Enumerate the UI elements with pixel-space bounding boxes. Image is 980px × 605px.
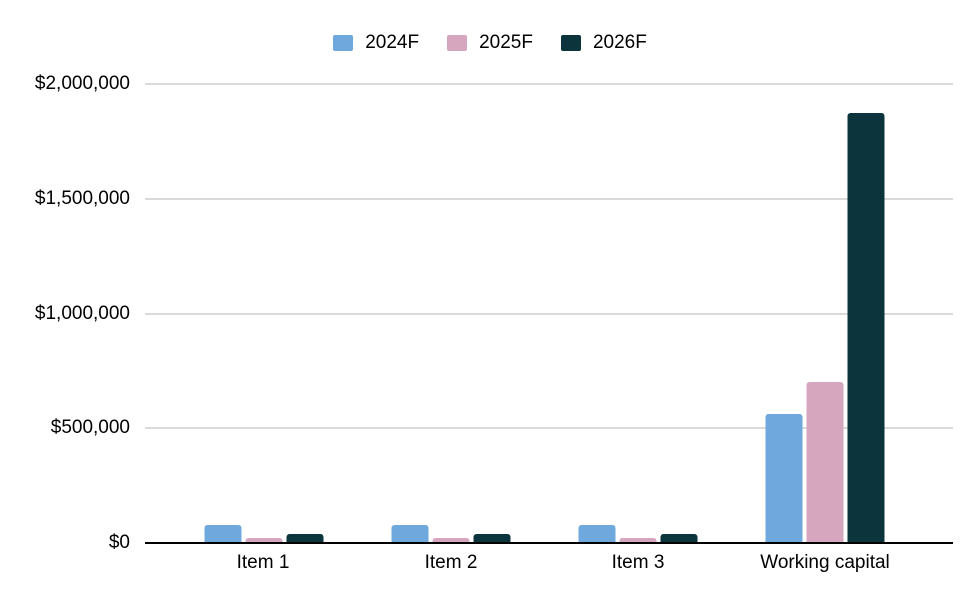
bar-2026f-item-3 xyxy=(660,533,698,543)
plot-area xyxy=(145,83,953,544)
gridline xyxy=(145,83,953,85)
chart-legend: 2024F 2025F 2026F xyxy=(0,33,980,53)
legend-swatch-2025f xyxy=(447,35,468,51)
bar-2025f-working-capital xyxy=(806,382,844,543)
gridline xyxy=(145,427,953,430)
bar-2024f-item-3 xyxy=(578,524,616,543)
x-axis-category-label: Working capital xyxy=(760,552,890,573)
legend-item-2024f: 2024F xyxy=(333,33,419,53)
y-axis-tick-label: $1,000,000 xyxy=(34,303,130,324)
gridline xyxy=(145,197,953,200)
y-axis-tick-label: $1,500,000 xyxy=(34,188,130,209)
bar-group-item-2 xyxy=(391,84,511,543)
x-axis-line xyxy=(145,542,953,544)
y-axis-tick-label: $2,000,000 xyxy=(34,73,130,94)
y-axis-tick-label: $500,000 xyxy=(50,417,130,438)
bar-2024f-item-1 xyxy=(204,524,241,543)
legend-swatch-2024f xyxy=(333,35,354,51)
x-axis-category-label: Item 3 xyxy=(611,552,665,573)
legend-label-2024f: 2024F xyxy=(365,32,420,53)
legend-label-2026f: 2026F xyxy=(592,32,647,53)
bar-2026f-working-capital xyxy=(847,112,885,543)
legend-item-2025f: 2025F xyxy=(447,33,533,53)
gridline xyxy=(145,312,953,315)
x-axis-category-label: Item 2 xyxy=(424,552,478,573)
bar-2024f-item-2 xyxy=(391,524,429,543)
legend-item-2026f: 2026F xyxy=(560,32,647,53)
bar-2025f-item-3 xyxy=(619,538,657,543)
legend-swatch-2026f xyxy=(560,35,581,51)
y-axis-tick-label: $0 xyxy=(108,532,130,553)
legend-label-2025f: 2025F xyxy=(479,32,533,53)
bar-group-item-1 xyxy=(204,84,323,543)
bar-2025f-item-1 xyxy=(245,538,282,543)
bar-2026f-item-1 xyxy=(286,533,323,543)
bar-2024f-working-capital xyxy=(765,414,803,543)
bar-2025f-item-2 xyxy=(432,538,470,543)
bar-group-working-capital xyxy=(765,84,885,543)
x-axis-category-label: Item 1 xyxy=(236,552,290,573)
bar-2026f-item-2 xyxy=(473,533,511,543)
bar-group-item-3 xyxy=(578,84,698,543)
